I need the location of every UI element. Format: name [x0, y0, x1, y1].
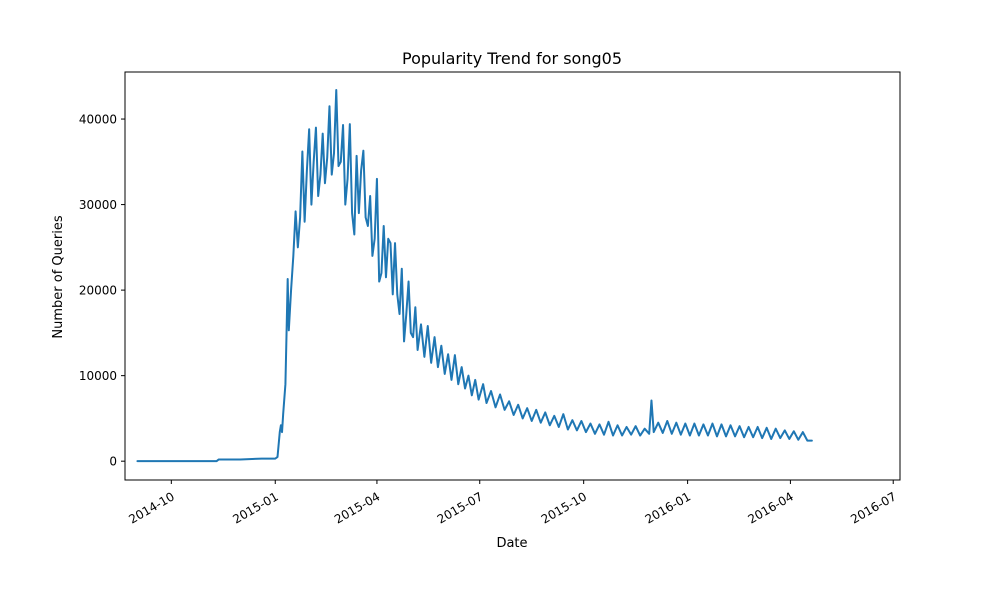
y-tick-label: 20000 [79, 284, 117, 298]
y-tick-label: 10000 [79, 369, 117, 383]
y-axis-label: Number of Queries [51, 215, 66, 338]
y-tick-label: 0 [109, 455, 117, 469]
x-tick-label: 2016-07 [848, 489, 898, 526]
y-axis: 0 10000 20000 30000 40000 [79, 113, 125, 469]
x-tick-label: 2016-04 [745, 489, 795, 526]
x-axis-label: Date [496, 536, 527, 551]
x-tick-label: 2016-01 [643, 489, 693, 526]
x-tick-label: 2015-07 [435, 489, 485, 526]
x-tick-label: 2015-04 [332, 489, 382, 526]
plot-area [124, 71, 901, 481]
x-tick-label: 2015-01 [230, 489, 280, 526]
series-line-0 [136, 88, 813, 463]
x-axis: 2014-10 2015-01 2015-04 2015-07 2015-10 2016-… [126, 480, 899, 527]
plot-frame [124, 71, 901, 481]
x-tick-label: 2014-10 [126, 489, 176, 526]
chart-title: Popularity Trend for song05 [402, 49, 622, 68]
y-tick-label: 30000 [79, 198, 117, 212]
x-tick-label: 2015-10 [539, 489, 589, 526]
y-tick-label: 40000 [79, 113, 117, 127]
